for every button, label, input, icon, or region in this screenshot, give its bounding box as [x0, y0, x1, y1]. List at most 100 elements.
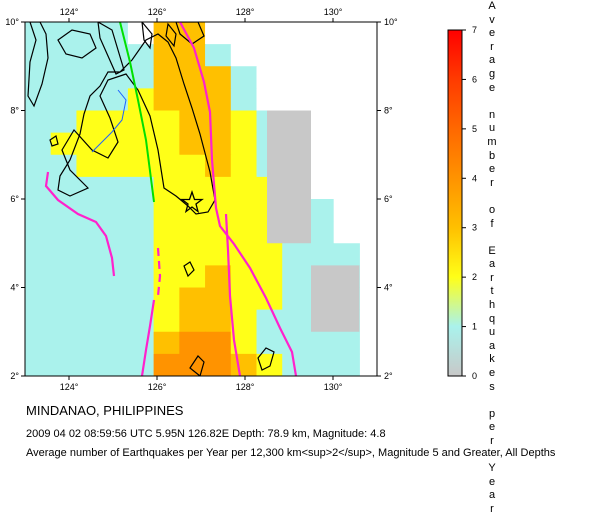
grid-cell: [50, 66, 77, 89]
grid-cell: [50, 154, 77, 178]
grid-cell: [153, 110, 180, 134]
grid-cell: [256, 309, 283, 333]
grid-cell: [25, 132, 52, 156]
y-tick-label: 2°: [10, 371, 19, 381]
plate-boundaries: [44, 22, 298, 376]
grid-cell: [153, 132, 180, 156]
x-tick-label: 124°: [60, 7, 79, 17]
grid-cell-no-data: [311, 265, 360, 332]
grid-cell: [76, 287, 103, 311]
grid-cell: [179, 265, 206, 288]
map-description: Average number of Earthquakes per Year p…: [26, 447, 556, 459]
coastline-sangihe: [189, 355, 205, 376]
coastline-samar: [175, 22, 205, 45]
trench-cotabato: [44, 171, 116, 277]
grid-cell: [282, 353, 309, 376]
grid-cell: [230, 287, 258, 311]
grid-cell: [127, 265, 155, 288]
grid-cell-no-data: [267, 176, 311, 244]
grid-cell: [25, 199, 52, 222]
grid-cell: [50, 88, 77, 111]
grid-cell: [102, 287, 129, 311]
grid-cell: [307, 243, 335, 266]
grid-cell: [282, 88, 309, 111]
grid-cell: [153, 331, 180, 355]
map-area: [25, 22, 377, 376]
grid-cell: [333, 22, 360, 45]
grid-cell: [282, 309, 309, 333]
event-details: 2009 04 02 08:59:56 UTC 5.95N 126.82E De…: [26, 428, 386, 440]
grid-cell: [179, 88, 206, 111]
seismicity-map-figure: 124°124°126°126°128°128°130°130°2° 2°4° 4°…: [5, 7, 477, 392]
grid-cell: [102, 221, 129, 244]
grid-cell: [102, 199, 129, 222]
grid-cell: [25, 110, 52, 134]
grid-cell: [230, 154, 258, 178]
grid-cell: [50, 110, 77, 134]
grid-cell: [256, 66, 283, 89]
grid-cell: [205, 331, 232, 355]
x-tick-label: 126°: [148, 7, 167, 17]
grid-cell: [127, 221, 155, 244]
color-scale-ticks: 0 1 2 3 4 5 6 7: [462, 25, 477, 381]
grid-cell: [50, 287, 77, 311]
grid-cell: [307, 353, 335, 376]
grid-cell: [25, 353, 52, 376]
grid-cell: [127, 88, 155, 111]
grid-cell: [76, 243, 103, 266]
grid-cell: [230, 66, 258, 89]
grid-cell: [153, 221, 180, 244]
trench-philippine: [179, 22, 298, 376]
legend-tick-label: 4: [472, 173, 477, 183]
grid-cell: [307, 221, 335, 244]
grid-cell: [230, 110, 258, 134]
grid-cell: [153, 66, 180, 89]
grid-cell: [50, 243, 77, 266]
grid-cell: [282, 265, 309, 288]
grid-cell: [25, 154, 52, 178]
color-scale-legend: 0 1 2 3 4 5 6 7: [447, 25, 477, 381]
grid-cell: [333, 132, 360, 156]
y-tick-label: 2°: [384, 371, 393, 381]
grid-cell: [153, 287, 180, 311]
legend-tick-label: 1: [472, 322, 477, 332]
legend-title: A v e r a g e n u m b e r o f E a r t h …: [487, 0, 497, 515]
grid-cell: [102, 176, 129, 200]
grid-cell: [25, 243, 52, 266]
grid-cell: [102, 243, 129, 266]
grid-cell: [307, 132, 335, 156]
grid-cell: [230, 44, 258, 67]
coastline-siquijor: [49, 135, 59, 147]
grid-cell: [179, 309, 206, 333]
grid-cell: [333, 110, 360, 134]
grid-cell: [333, 44, 360, 67]
grid-cell: [25, 44, 52, 67]
grid-cell: [76, 265, 103, 288]
grid-cell: [230, 265, 258, 288]
grid-cell: [179, 221, 206, 244]
grid-cell: [102, 353, 129, 376]
y-tick-label: 10°: [5, 17, 19, 27]
coastline-negros: [27, 22, 49, 108]
grid-cell: [50, 353, 77, 376]
grid-cell: [153, 265, 180, 288]
grid-cell: [179, 132, 206, 156]
y-tick-label: 10°: [384, 17, 398, 27]
grid-cell: [50, 132, 77, 156]
grid-cell: [50, 199, 77, 222]
grid-cell: [205, 243, 232, 266]
y-tick-label: 4°: [10, 283, 19, 293]
grid-cell: [333, 66, 360, 89]
grid-cell: [333, 353, 360, 376]
coastline-sarangani: [183, 261, 195, 278]
grid-cell: [205, 287, 232, 311]
y-tick-label: 8°: [384, 106, 393, 116]
grid-cell: [50, 22, 77, 45]
star-icon: [180, 189, 204, 214]
grid-cell: [25, 287, 52, 311]
grid-cell: [25, 221, 52, 244]
grid-cell: [205, 66, 232, 89]
coastline-leyte: [97, 22, 125, 75]
trench-sangihe-dashed: [156, 247, 162, 297]
grid-cell: [179, 331, 206, 355]
